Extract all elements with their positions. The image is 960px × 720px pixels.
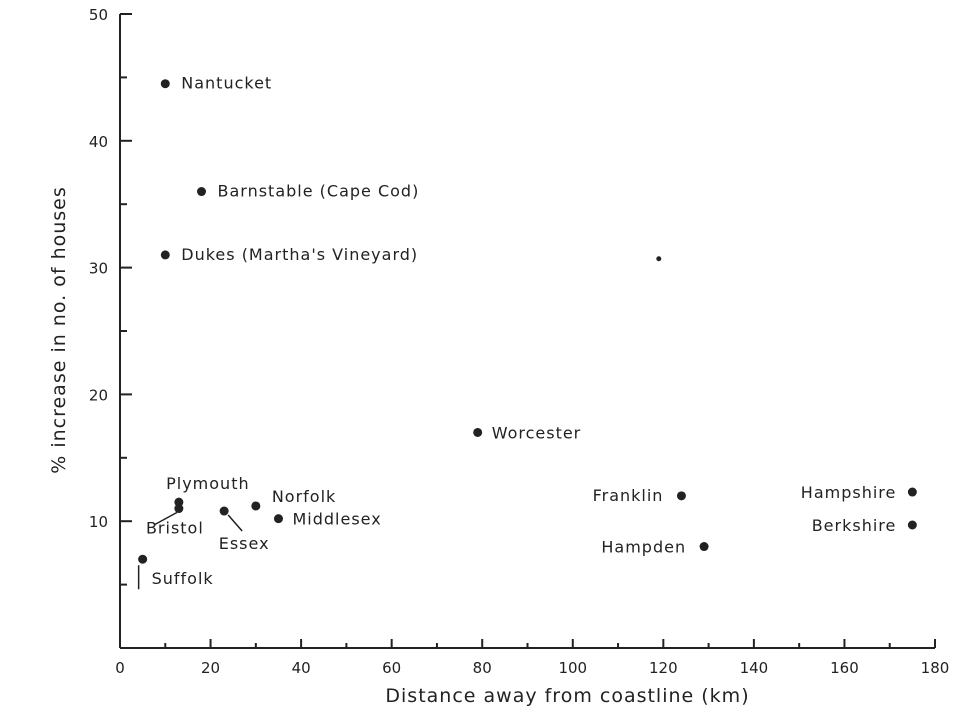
point-label: Middlesex [292, 510, 381, 529]
point-label: Nantucket [181, 74, 272, 93]
data-point [160, 79, 170, 89]
data-point [174, 504, 184, 514]
x-tick-label: 20 [201, 659, 220, 677]
x-tick-label: 60 [382, 659, 401, 677]
point-label: Berkshire [812, 516, 897, 535]
y-tick-label: 30 [89, 260, 108, 278]
point-label: Worcester [492, 423, 582, 442]
x-axis-title: Distance away from coastline (km) [385, 685, 749, 707]
data-point [473, 427, 483, 437]
label-leader-line [154, 511, 178, 526]
point-label: Suffolk [152, 569, 214, 588]
data-point [907, 487, 917, 497]
data-point [676, 491, 686, 501]
data-point [656, 256, 662, 262]
data-point [219, 506, 229, 516]
x-tick-label: 0 [115, 659, 125, 677]
point-labels: Nantucket Barnstable (Cape Cod) Dukes (Mar… [137, 74, 897, 590]
point-label: Hampshire [801, 483, 897, 502]
point-label: Essex [219, 534, 270, 553]
data-point [160, 250, 170, 260]
data-points [138, 79, 917, 564]
x-tick-label: 100 [558, 659, 587, 677]
x-tick-label: 140 [740, 659, 769, 677]
data-point [174, 497, 184, 507]
point-label: Dukes (Martha's Vineyard) [181, 245, 418, 264]
y-axis-title: % increase in no. of houses [48, 186, 70, 474]
point-label: Hampden [601, 538, 686, 557]
y-tick-label: 40 [89, 133, 108, 151]
data-point [197, 187, 206, 197]
y-tick-label: 10 [89, 513, 108, 531]
x-tick-label: 120 [649, 659, 678, 677]
data-point [699, 542, 709, 552]
x-tick-label: 40 [292, 659, 311, 677]
y-tick-label: 20 [89, 386, 108, 404]
point-label: Franklin [593, 486, 664, 505]
x-tick-label: 160 [830, 659, 859, 677]
data-point [273, 514, 283, 524]
point-label: Plymouth [166, 474, 250, 493]
x-tick-label: 180 [921, 659, 950, 677]
point-label: Bristol [146, 519, 204, 538]
data-point [138, 554, 148, 564]
data-point [251, 501, 261, 511]
label-leader-line [227, 514, 243, 532]
x-tick-label: 80 [473, 659, 492, 677]
ticks: 0 20 40 60 80 100 120 140 160 180 10 20 30 40 50 [89, 6, 949, 677]
y-tick-label: 50 [89, 6, 108, 24]
point-label: Norfolk [272, 487, 336, 506]
point-label: Barnstable (Cape Cod) [218, 182, 420, 201]
data-point [907, 520, 917, 530]
